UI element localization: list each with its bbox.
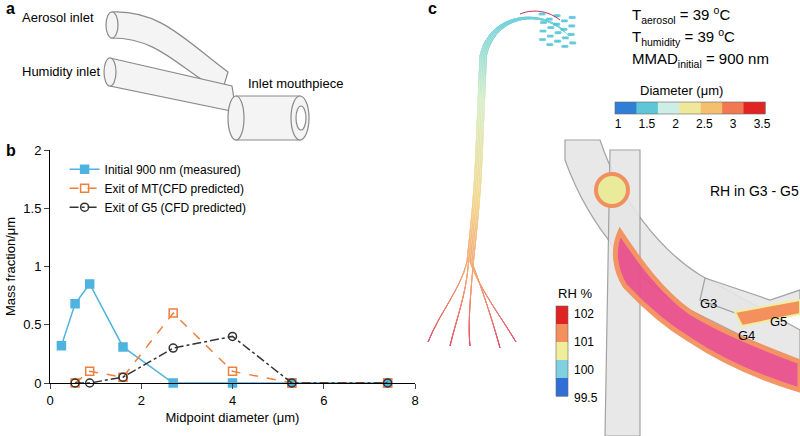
svg-text:0: 0 [46,393,53,408]
svg-text:6: 6 [320,393,327,408]
svg-text:102: 102 [574,307,594,321]
svg-text:101: 101 [574,335,594,349]
svg-text:Inlet mouthpiece: Inlet mouthpiece [248,76,343,91]
svg-text:3.5: 3.5 [754,117,771,131]
svg-text:G5: G5 [770,314,787,329]
svg-text:Taerosol = 39 oC: Taerosol = 39 oC [632,4,730,26]
svg-text:2: 2 [34,143,41,158]
svg-text:1: 1 [34,259,41,274]
svg-text:2: 2 [672,117,679,131]
svg-text:MMADinitial = 900 nm: MMADinitial = 900 nm [632,50,769,70]
svg-text:a: a [6,0,15,17]
svg-text:1: 1 [615,117,622,131]
svg-text:Mass fraction/μm: Mass fraction/μm [3,217,18,316]
svg-text:Midpoint diameter (μm): Midpoint diameter (μm) [166,410,300,425]
svg-text:RH in G3 - G5: RH in G3 - G5 [710,183,799,199]
svg-text:G3: G3 [700,296,717,311]
svg-text:Exit of G5 (CFD predicted): Exit of G5 (CFD predicted) [105,201,246,215]
svg-text:Aerosol inlet: Aerosol inlet [22,10,94,25]
svg-text:Initial 900 nm (measured): Initial 900 nm (measured) [105,163,241,177]
svg-text:Diameter (μm): Diameter (μm) [640,83,723,98]
svg-text:G4: G4 [738,328,755,343]
svg-text:99.5: 99.5 [574,391,598,405]
svg-text:0: 0 [34,376,41,391]
svg-text:Exit of MT(CFD predicted): Exit of MT(CFD predicted) [105,182,244,196]
svg-text:3: 3 [730,117,737,131]
svg-text:Humidity inlet: Humidity inlet [22,64,100,79]
svg-text:1.5: 1.5 [638,117,655,131]
svg-text:8: 8 [411,393,418,408]
svg-text:4: 4 [229,393,236,408]
svg-text:c: c [428,0,437,17]
svg-text:1.5: 1.5 [23,201,41,216]
svg-text:RH %: RH % [558,286,592,301]
svg-text:2.5: 2.5 [696,117,713,131]
svg-text:b: b [6,142,16,159]
svg-text:0.5: 0.5 [23,317,41,332]
svg-text:100: 100 [574,363,594,377]
svg-text:Thumidity = 39 oC: Thumidity = 39 oC [632,26,735,48]
svg-text:2: 2 [138,393,145,408]
